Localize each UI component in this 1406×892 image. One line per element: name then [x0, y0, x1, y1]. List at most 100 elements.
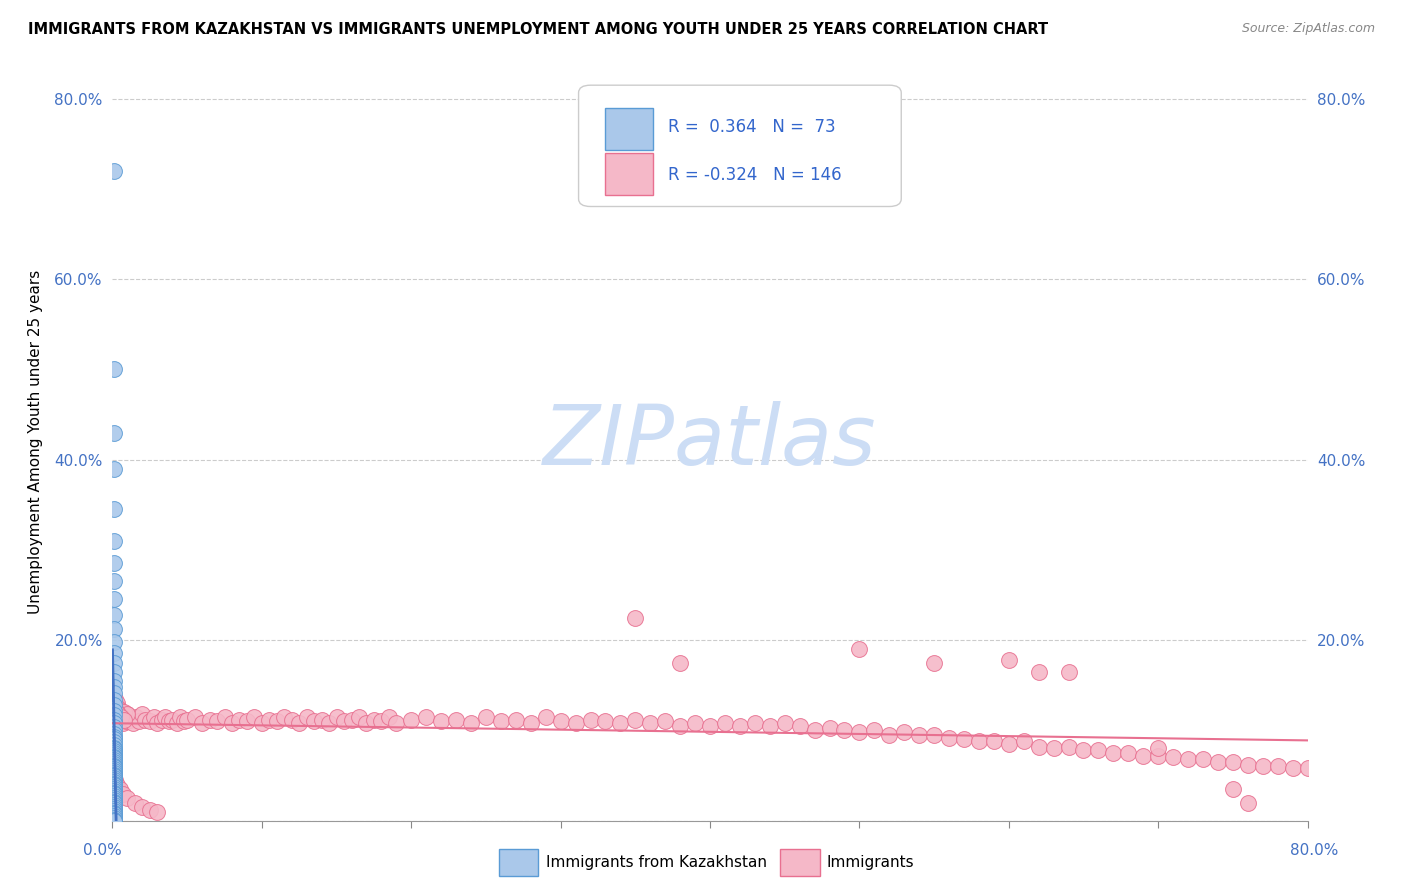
Point — [259, 713, 281, 727]
Point — [103, 793, 125, 807]
Point — [998, 737, 1021, 751]
Point — [103, 646, 125, 660]
Point — [863, 723, 886, 738]
Point — [103, 800, 125, 814]
Point — [103, 805, 125, 820]
Point — [1161, 750, 1184, 764]
Point — [848, 642, 870, 657]
Point — [103, 774, 125, 789]
Point — [489, 714, 512, 729]
Point — [669, 719, 692, 733]
Point — [169, 710, 191, 724]
Point — [103, 753, 125, 767]
Point — [103, 692, 125, 706]
Point — [250, 716, 273, 731]
Point — [103, 814, 125, 828]
Text: ZIPatlas: ZIPatlas — [543, 401, 877, 482]
Point — [103, 804, 125, 818]
Point — [107, 707, 129, 722]
Point — [789, 719, 811, 733]
Point — [1222, 755, 1244, 769]
Point — [103, 789, 125, 804]
Point — [1237, 796, 1260, 810]
Point — [103, 727, 125, 741]
Point — [266, 714, 288, 729]
Point — [1192, 752, 1215, 766]
Point — [103, 811, 125, 825]
Point — [103, 425, 125, 440]
Point — [103, 686, 125, 700]
Point — [1206, 755, 1229, 769]
Point — [103, 740, 125, 755]
Point — [430, 714, 453, 729]
Point — [640, 716, 662, 731]
Point — [173, 714, 195, 729]
Point — [104, 696, 127, 710]
Point — [107, 701, 129, 715]
Point — [131, 800, 153, 814]
Point — [908, 728, 931, 742]
Point — [114, 710, 135, 724]
Point — [103, 807, 125, 822]
Point — [550, 714, 572, 729]
Point — [103, 461, 125, 475]
Point — [104, 691, 127, 706]
Point — [444, 713, 467, 727]
Point — [1147, 741, 1170, 756]
Point — [773, 716, 796, 731]
Text: Source: ZipAtlas.com: Source: ZipAtlas.com — [1241, 22, 1375, 36]
Point — [103, 765, 125, 780]
Point — [139, 803, 162, 817]
Point — [288, 716, 311, 731]
Point — [103, 760, 125, 774]
Point — [579, 713, 602, 727]
Point — [534, 710, 557, 724]
Point — [103, 163, 125, 178]
Point — [475, 710, 498, 724]
Point — [110, 710, 132, 724]
Point — [103, 704, 125, 718]
Point — [128, 714, 150, 729]
Point — [759, 719, 782, 733]
Point — [460, 716, 482, 731]
Point — [103, 742, 125, 756]
Point — [146, 716, 169, 731]
FancyBboxPatch shape — [579, 85, 901, 207]
Point — [744, 716, 766, 731]
Point — [879, 728, 901, 742]
Point — [103, 777, 125, 791]
Point — [114, 713, 135, 727]
Text: 80.0%: 80.0% — [1291, 843, 1339, 858]
Point — [1132, 748, 1154, 763]
Point — [134, 713, 156, 727]
Point — [117, 791, 139, 805]
Y-axis label: Unemployment Among Youth under 25 years: Unemployment Among Youth under 25 years — [28, 269, 44, 614]
Point — [111, 787, 134, 801]
Point — [103, 713, 125, 727]
Point — [103, 786, 125, 800]
Point — [115, 714, 138, 729]
Point — [103, 533, 125, 548]
FancyBboxPatch shape — [605, 108, 652, 150]
Point — [103, 747, 125, 762]
Point — [669, 656, 692, 670]
Point — [1296, 761, 1319, 775]
Point — [105, 706, 128, 720]
Point — [1251, 759, 1274, 773]
Point — [103, 751, 125, 765]
FancyBboxPatch shape — [605, 153, 652, 195]
Point — [103, 755, 125, 769]
Point — [205, 714, 228, 729]
Point — [1042, 741, 1064, 756]
Point — [120, 713, 142, 727]
Point — [103, 701, 125, 715]
Point — [117, 707, 139, 722]
Point — [273, 710, 295, 724]
Point — [1012, 734, 1035, 748]
Point — [236, 714, 259, 729]
Point — [1057, 665, 1080, 679]
Point — [103, 798, 125, 813]
Point — [363, 713, 385, 727]
Point — [103, 698, 125, 712]
Point — [214, 710, 236, 724]
